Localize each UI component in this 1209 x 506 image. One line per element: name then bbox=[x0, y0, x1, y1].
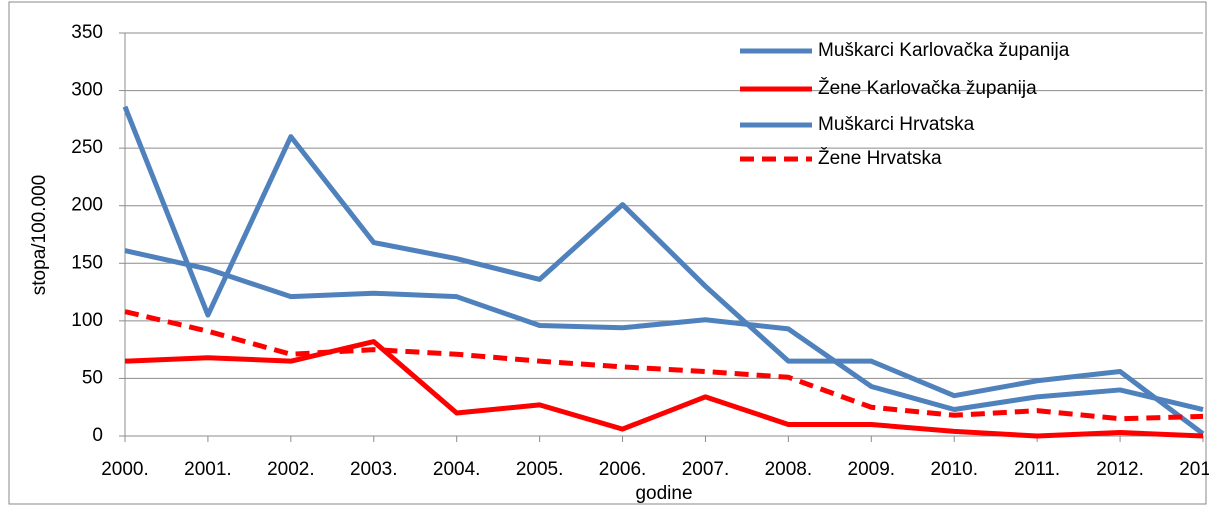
y-tick-label: 100 bbox=[71, 310, 103, 331]
x-tick-label: 2006. bbox=[599, 459, 647, 480]
x-tick-label: 2012. bbox=[1096, 459, 1144, 480]
x-tick-label: 2002. bbox=[267, 459, 315, 480]
y-tick-label: 350 bbox=[71, 22, 103, 43]
series-line bbox=[122, 105, 1205, 436]
x-tick-label: 2004. bbox=[433, 459, 481, 480]
x-axis-label: godine bbox=[635, 483, 692, 504]
x-tick-label: 2011. bbox=[1014, 459, 1060, 480]
y-tick-label: 0 bbox=[92, 425, 103, 446]
x-tick-label: 2009. bbox=[848, 459, 896, 480]
series-line bbox=[124, 248, 1204, 413]
y-tick-label: 300 bbox=[71, 80, 103, 101]
x-tick-label: 2007. bbox=[682, 459, 730, 480]
y-tick-label: 200 bbox=[71, 195, 103, 216]
x-tick-label: 2000. bbox=[101, 459, 149, 480]
y-tick-label: 250 bbox=[71, 137, 103, 158]
series-line bbox=[124, 339, 1204, 439]
y-axis-label: stopa/100.000 bbox=[29, 175, 50, 295]
x-tick-label: 2003. bbox=[350, 459, 398, 480]
y-tick-label: 150 bbox=[71, 252, 103, 273]
x-tick-label: 2005. bbox=[516, 459, 564, 480]
legend-label: Žene Hrvatska bbox=[818, 147, 942, 169]
legend-label: Muškarci Karlovačka županija bbox=[818, 40, 1070, 61]
series-line bbox=[124, 309, 1204, 422]
x-tick-label: 2001. bbox=[184, 459, 232, 480]
x-tick-label: 2008. bbox=[765, 459, 813, 480]
legend-label: Muškarci Hrvatska bbox=[818, 114, 975, 135]
legend-label: Žene Karlovačka županija bbox=[818, 77, 1037, 99]
x-tick-label: 2010. bbox=[930, 459, 978, 480]
x-tick-label: 2013. bbox=[1179, 459, 1209, 480]
y-tick-label: 50 bbox=[82, 367, 103, 388]
chart-border bbox=[8, 1, 1207, 505]
